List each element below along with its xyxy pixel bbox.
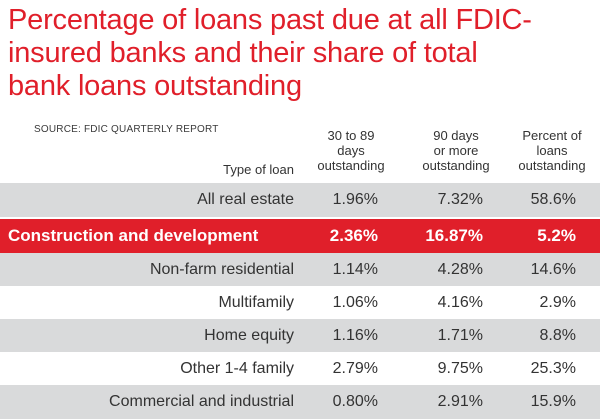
- cell-type: Construction and development: [8, 226, 259, 245]
- header-30-to-89-days: 30 to 89 days outstanding: [302, 128, 400, 173]
- cell-90-days: 7.32%: [437, 191, 483, 208]
- header-percent-of-loans: Percent of loans outstanding: [510, 128, 594, 173]
- cell-90-days: 9.75%: [437, 360, 483, 377]
- cell-share: 2.9%: [539, 294, 576, 311]
- cell-type: Commercial and industrial: [109, 393, 294, 410]
- chart-title: Percentage of loans past due at all FDIC…: [8, 4, 598, 103]
- cell-30-89-days: 1.16%: [332, 327, 378, 344]
- cell-90-days: 4.16%: [437, 294, 483, 311]
- table-row-all-real-estate: All real estate 1.96% 7.32% 58.6%: [0, 183, 600, 217]
- cell-90-days: 1.71%: [437, 327, 483, 344]
- header-c3-line-2: loans: [536, 143, 568, 158]
- header-c2-line-2: or more: [433, 143, 479, 158]
- header-c3-line-1: Percent of: [522, 128, 582, 143]
- header-type-of-loan: Type of loan: [140, 162, 294, 177]
- cell-share: 15.9%: [530, 393, 576, 410]
- title-line-2: insured banks and their share of total: [8, 37, 478, 69]
- cell-share: 58.6%: [530, 191, 576, 208]
- cell-30-89-days: 2.79%: [332, 360, 378, 377]
- cell-30-89-days: 1.96%: [332, 191, 378, 208]
- cell-90-days: 4.28%: [437, 261, 483, 278]
- header-c3-line-3: outstanding: [518, 158, 586, 173]
- table-row-construction-highlight: Construction and development 2.36% 16.87…: [0, 219, 600, 253]
- cell-30-89-days: 1.14%: [332, 261, 378, 278]
- table-row-home-equity: Home equity 1.16% 1.71% 8.8%: [0, 319, 600, 353]
- cell-share: 14.6%: [530, 261, 576, 278]
- header-c2-line-1: 90 days: [433, 128, 479, 143]
- cell-90-days: 16.87%: [425, 226, 483, 245]
- cell-type: All real estate: [197, 191, 294, 208]
- cell-share: 25.3%: [530, 360, 576, 377]
- cell-30-89-days: 2.36%: [329, 226, 378, 245]
- source-note: SOURCE: FDIC QUARTERLY REPORT: [34, 124, 219, 135]
- cell-30-89-days: 1.06%: [332, 294, 378, 311]
- header-c1-line-2: days: [337, 143, 365, 158]
- header-c2-line-3: outstanding: [422, 158, 490, 173]
- header-c1-line-3: outstanding: [317, 158, 385, 173]
- cell-type: Multifamily: [218, 294, 294, 311]
- header-type-line-1: Type of loan: [223, 162, 294, 177]
- cell-90-days: 2.91%: [437, 393, 483, 410]
- table-row-non-farm-residential: Non-farm residential 1.14% 4.28% 14.6%: [0, 253, 600, 287]
- cell-share: 5.2%: [537, 226, 576, 245]
- cell-30-89-days: 0.80%: [332, 393, 378, 410]
- table-row-multifamily: Multifamily 1.06% 4.16% 2.9%: [0, 286, 600, 320]
- title-line-3: bank loans outstanding: [8, 70, 302, 102]
- cell-share: 8.8%: [539, 327, 576, 344]
- table-row-commercial-and-industrial: Commercial and industrial 0.80% 2.91% 15…: [0, 385, 600, 419]
- cell-type: Home equity: [204, 327, 294, 344]
- cell-type: Non-farm residential: [149, 261, 294, 278]
- cell-type: Other 1-4 family: [180, 360, 294, 377]
- title-line-1: Percentage of loans past due at all FDIC…: [8, 4, 532, 36]
- header-c1-line-1: 30 to 89: [327, 128, 375, 143]
- table-row-other-1-4-family: Other 1-4 family 2.79% 9.75% 25.3%: [0, 352, 600, 386]
- header-90-days-or-more: 90 days or more outstanding: [404, 128, 508, 173]
